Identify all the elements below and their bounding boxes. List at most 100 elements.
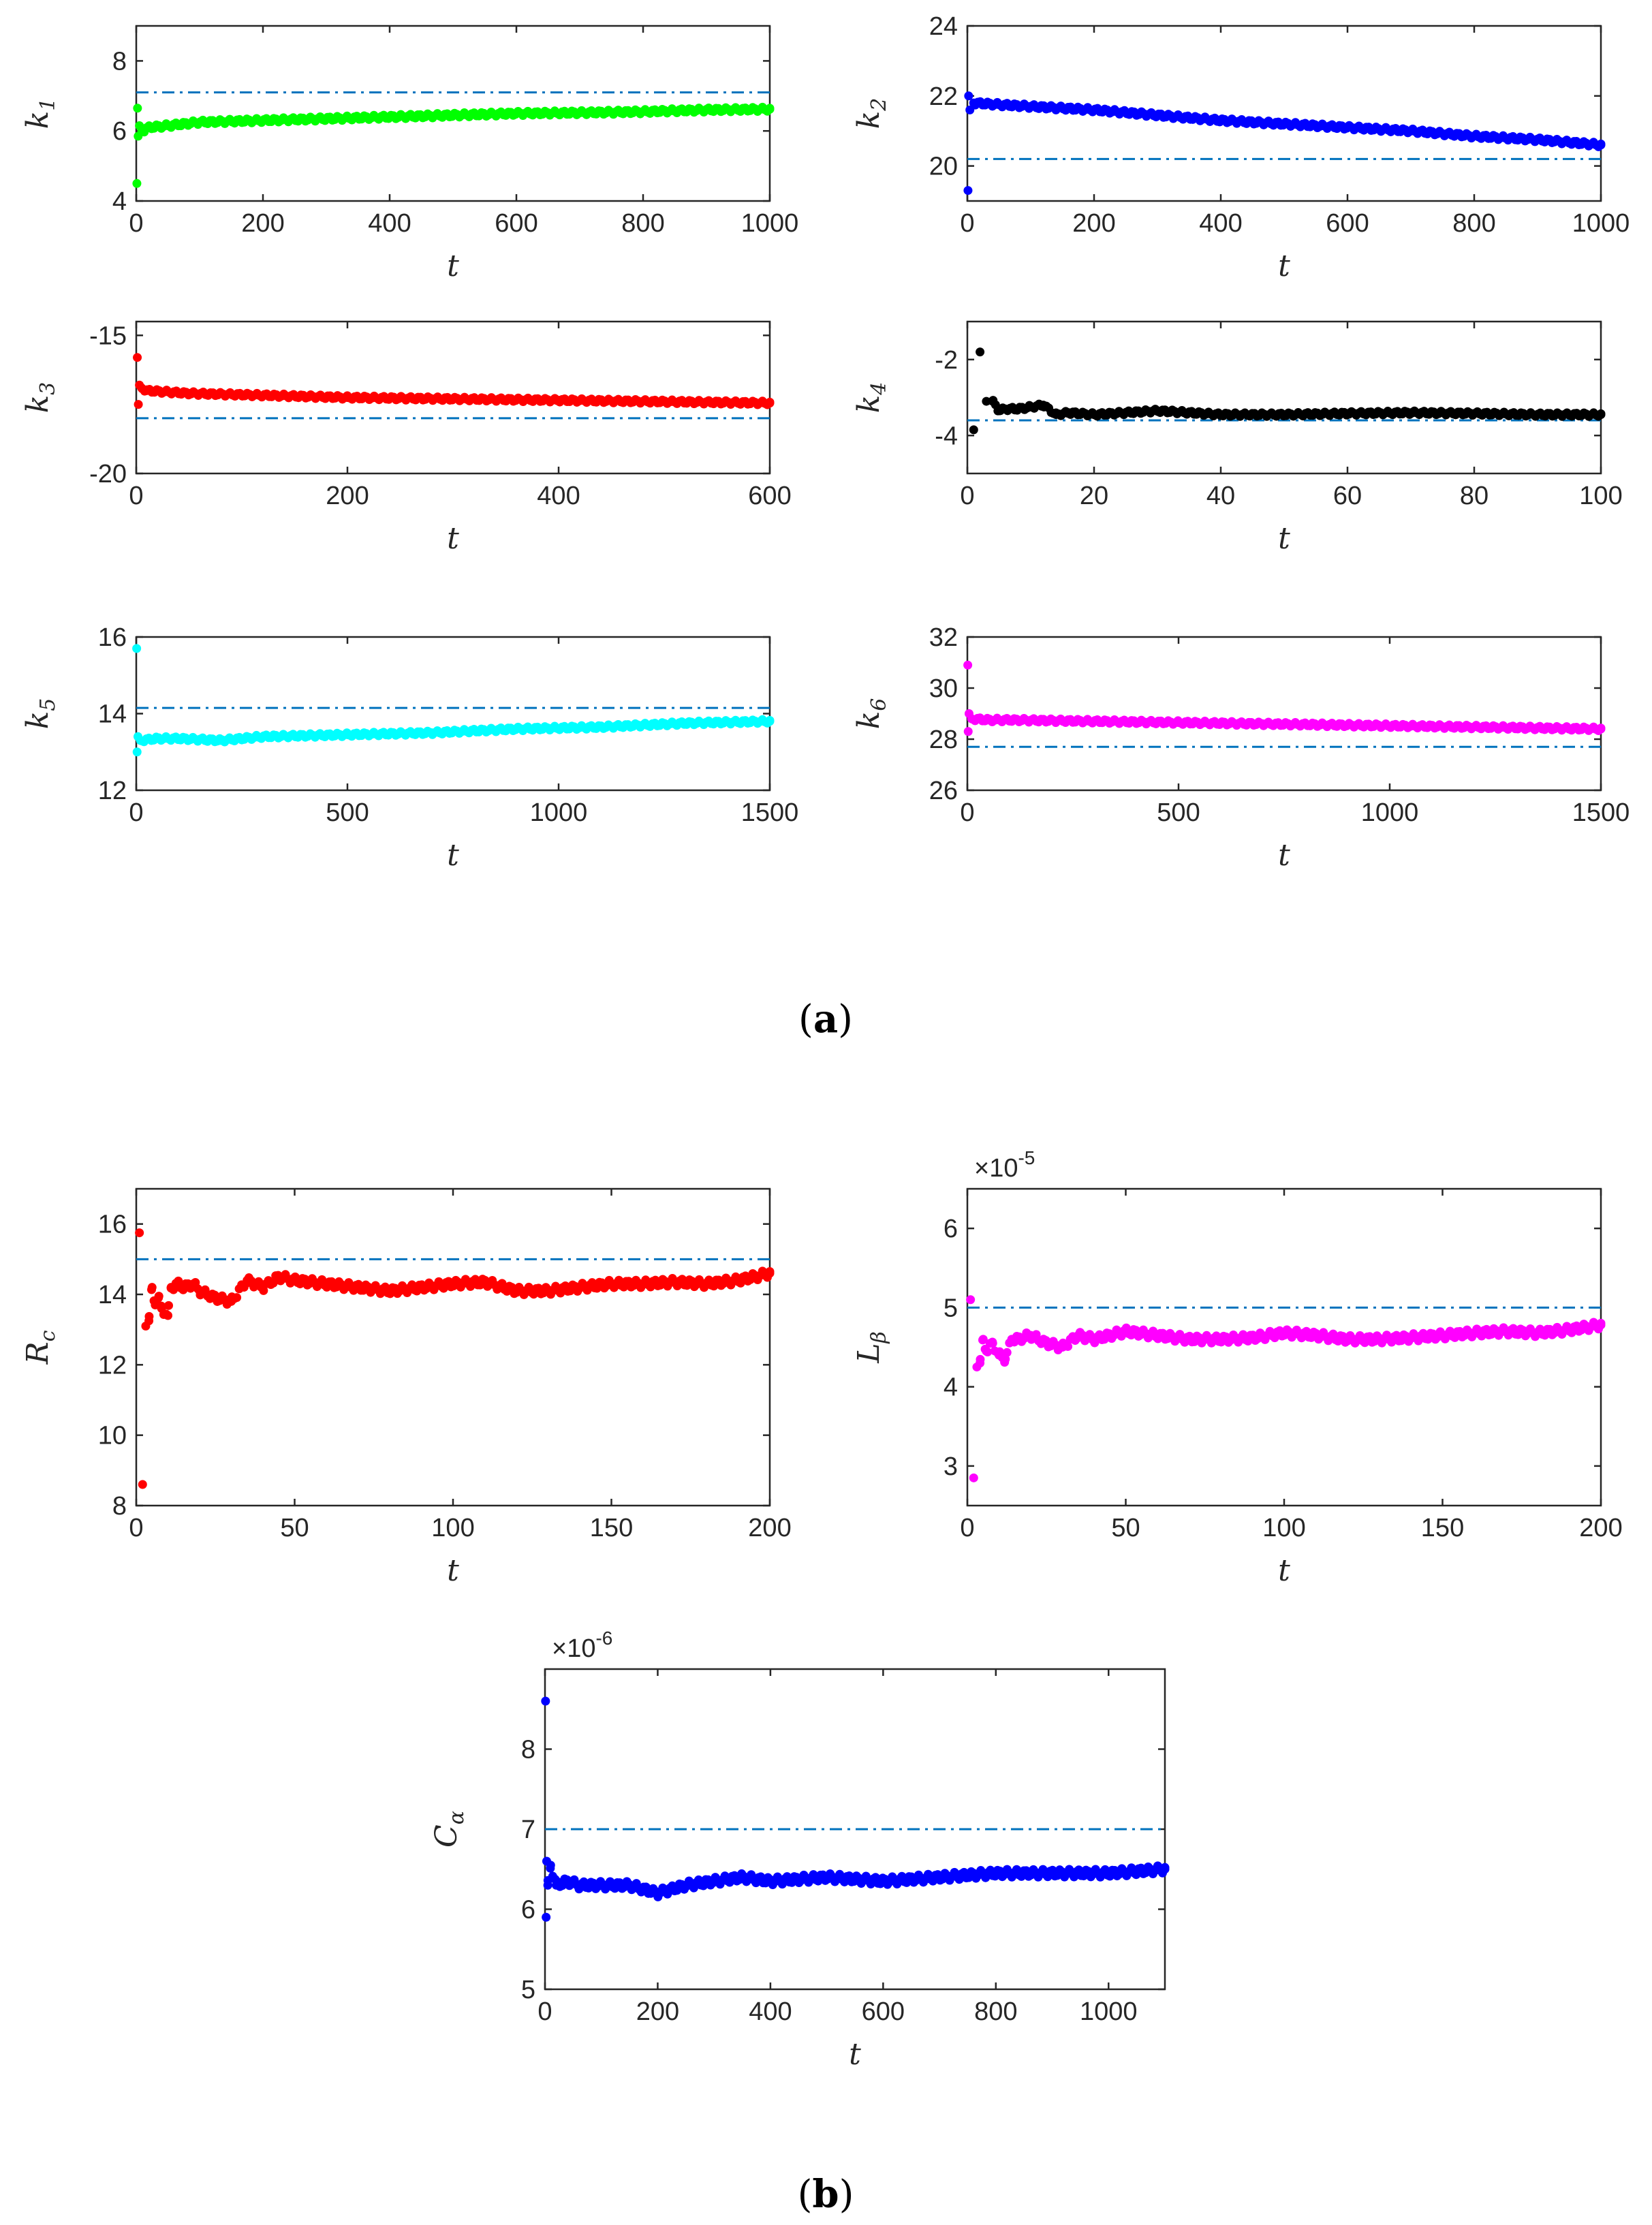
y-axis-label: k4 <box>852 382 891 414</box>
x-tick-label: 0 <box>129 798 143 827</box>
panel-a-open: ( <box>798 997 813 1042</box>
data-point-k2 <box>964 91 973 101</box>
y-axis-label: Cα <box>429 1811 469 1848</box>
y-axis-label: k6 <box>852 698 891 730</box>
x-tick-label: 1000 <box>530 798 588 827</box>
x-tick-label: 0 <box>960 1514 974 1542</box>
y-tick-label: 7 <box>521 1816 535 1844</box>
panel-b-label: (b) <box>798 2172 854 2217</box>
x-tick-label: 40 <box>1206 482 1235 510</box>
x-tick-label: 600 <box>862 1997 905 2026</box>
x-axis-label: t <box>447 249 459 283</box>
panel-a-close: ) <box>838 997 853 1042</box>
y-tick-label: 10 <box>98 1422 127 1450</box>
x-tick-label: 800 <box>974 1997 1017 2026</box>
x-tick-label: 60 <box>1333 482 1362 510</box>
x-tick-label: 150 <box>1421 1514 1464 1542</box>
y-tick-label: 4 <box>944 1373 958 1402</box>
data-point-Rc <box>138 1480 147 1489</box>
x-tick-label: 50 <box>1111 1514 1140 1542</box>
chart-k5: 0 500 1000 1500 12 14 16 t k5 <box>20 623 798 873</box>
data-point-Rc <box>157 1301 166 1311</box>
x-tick-label: 400 <box>368 209 411 238</box>
x-axis-label: t <box>1278 838 1290 873</box>
y-axis-label-sub: 2 <box>867 98 891 112</box>
data-point-Lbeta <box>1002 1348 1012 1357</box>
y-tick-label: 28 <box>929 726 958 754</box>
data-point-Lbeta <box>978 1335 988 1345</box>
axes-box-Rc <box>135 1187 771 1507</box>
x-tick-label: 100 <box>431 1514 474 1542</box>
x-axis-label: t <box>447 1553 459 1588</box>
data-point-Rc <box>147 1285 157 1294</box>
y-axis-label: k3 <box>20 382 60 414</box>
x-tick-label: 500 <box>1157 798 1200 827</box>
y-axis-label-sub: 1 <box>36 98 60 111</box>
axis-multiplier: ×10-6 <box>552 1628 612 1663</box>
data-point-Lbeta <box>988 1337 997 1347</box>
y-axis-label-base: k <box>852 111 886 129</box>
y-axis-label: Lβ <box>852 1331 891 1364</box>
data-point-k1 <box>133 104 142 113</box>
y-tick-label: 8 <box>112 1492 127 1521</box>
y-tick-label: -4 <box>935 422 958 450</box>
x-tick-label: 600 <box>1326 209 1369 238</box>
y-tick-label: 6 <box>521 1896 535 1925</box>
y-axis-label: k5 <box>20 698 60 730</box>
data-point-Rc <box>135 1228 144 1238</box>
x-tick-label: 500 <box>326 798 369 827</box>
data-point-Rc <box>174 1276 183 1286</box>
y-tick-label: 22 <box>929 82 958 111</box>
x-tick-label: 800 <box>621 209 664 238</box>
y-axis-label: Rc <box>20 1330 60 1365</box>
y-axis-label-sub: 6 <box>867 698 891 711</box>
data-point-k5 <box>132 644 142 653</box>
chart-Lbeta: 0 50 100 150 200 3 4 5 6 t Lβ ×10-5 <box>852 1147 1623 1588</box>
y-axis-label: k1 <box>20 98 60 129</box>
y-tick-label: 8 <box>112 47 127 76</box>
x-tick-label: 200 <box>636 1997 679 2026</box>
y-axis-label-base: k <box>20 111 55 129</box>
data-point-k4 <box>969 425 978 435</box>
y-tick-label: 12 <box>98 777 127 805</box>
x-tick-label: 200 <box>1579 1514 1622 1542</box>
panel-b-open: ( <box>798 2173 813 2217</box>
y-tick-label: 5 <box>944 1294 958 1322</box>
x-tick-label: 200 <box>1072 209 1115 238</box>
x-axis-label: t <box>1278 1553 1290 1588</box>
x-tick-label: 1000 <box>1080 1997 1138 2026</box>
x-tick-label: 1000 <box>1572 209 1630 238</box>
x-tick-label: 0 <box>129 482 143 510</box>
data-point-k2 <box>963 186 973 196</box>
data-point-Lbeta <box>983 1348 993 1357</box>
y-axis-label: k2 <box>852 98 891 129</box>
x-tick-label: 800 <box>1452 209 1495 238</box>
x-tick-label: 0 <box>960 798 974 827</box>
y-axis-label-base: k <box>20 711 55 730</box>
y-axis-label-base: k <box>20 395 55 414</box>
axes-box-k4 <box>966 320 1602 475</box>
chart-Rc: 0 50 100 150 200 8 10 12 14 16 t Rc <box>20 1187 792 1588</box>
x-tick-label: 600 <box>495 209 537 238</box>
data-point-Calpha <box>542 1912 551 1922</box>
data-point-Rc <box>144 1311 154 1321</box>
data-point-Calpha <box>1160 1863 1170 1872</box>
y-tick-label: 16 <box>98 1211 127 1239</box>
data-point-k4 <box>982 396 991 406</box>
axis-multiplier-base: ×10 <box>552 1634 595 1663</box>
data-point-k3 <box>134 400 143 409</box>
y-tick-label: 24 <box>929 12 958 41</box>
y-tick-label: 6 <box>944 1215 958 1243</box>
chart-k1: 0 200 400 600 800 1000 4 6 8 t k1 <box>20 25 798 283</box>
x-tick-label: 20 <box>1080 482 1108 510</box>
y-axis-label-base: C <box>429 1824 464 1848</box>
axes-box-k2 <box>966 25 1602 202</box>
x-tick-label: 0 <box>129 1514 143 1542</box>
data-point-Lbeta <box>966 1295 976 1305</box>
y-axis-label-sub: 4 <box>867 382 891 396</box>
data-point-k4 <box>1596 409 1606 418</box>
data-point-Lbeta <box>1063 1341 1073 1351</box>
y-tick-label: -2 <box>935 346 958 375</box>
axes-box-k3 <box>135 320 771 475</box>
